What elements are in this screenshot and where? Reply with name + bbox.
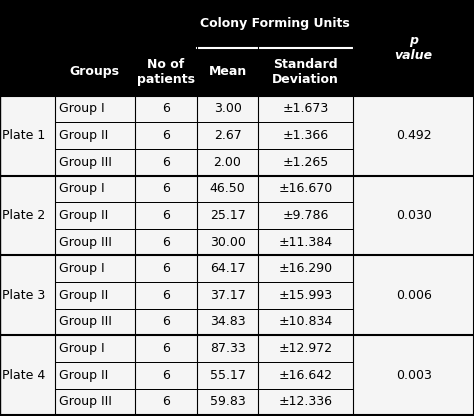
Bar — [55, 176, 353, 202]
Text: ±12.336: ±12.336 — [279, 395, 333, 409]
Text: Group I: Group I — [59, 102, 105, 116]
Text: Group II: Group II — [59, 289, 109, 302]
Bar — [0, 176, 55, 255]
Text: Plate 3: Plate 3 — [2, 289, 46, 302]
Bar — [0, 96, 55, 176]
Text: 59.83: 59.83 — [210, 395, 246, 409]
Text: 46.50: 46.50 — [210, 182, 246, 196]
Bar — [0, 335, 55, 415]
Text: Group III: Group III — [59, 156, 112, 169]
Bar — [55, 122, 353, 149]
Text: Groups: Groups — [70, 65, 120, 78]
Text: ±1.265: ±1.265 — [283, 156, 329, 169]
Text: 6: 6 — [162, 342, 170, 355]
Text: ±11.384: ±11.384 — [279, 235, 333, 249]
Text: 6: 6 — [162, 262, 170, 275]
Text: Group II: Group II — [59, 209, 109, 222]
Text: 6: 6 — [162, 129, 170, 142]
Text: 3.00: 3.00 — [214, 102, 241, 116]
Text: 0.006: 0.006 — [396, 289, 431, 302]
Text: 6: 6 — [162, 395, 170, 409]
Bar — [55, 362, 353, 389]
Bar — [55, 202, 353, 229]
Text: 0.492: 0.492 — [396, 129, 431, 142]
Text: No of
patients: No of patients — [137, 58, 195, 86]
Text: ±16.670: ±16.670 — [279, 182, 333, 196]
Bar — [55, 149, 353, 176]
Text: 6: 6 — [162, 102, 170, 116]
Text: Mean: Mean — [209, 65, 246, 78]
Text: Group I: Group I — [59, 342, 105, 355]
Text: Group III: Group III — [59, 315, 112, 329]
Text: 55.17: 55.17 — [210, 369, 246, 382]
Text: 2.67: 2.67 — [214, 129, 241, 142]
Bar — [55, 229, 353, 255]
Text: 64.17: 64.17 — [210, 262, 246, 275]
Text: 2.00: 2.00 — [214, 156, 241, 169]
Text: 34.83: 34.83 — [210, 315, 246, 329]
Text: Group II: Group II — [59, 369, 109, 382]
Text: 6: 6 — [162, 182, 170, 196]
Text: Standard
Deviation: Standard Deviation — [272, 58, 339, 86]
Text: 6: 6 — [162, 156, 170, 169]
Text: 0.030: 0.030 — [396, 209, 431, 222]
Text: 6: 6 — [162, 209, 170, 222]
Text: ±9.786: ±9.786 — [283, 209, 329, 222]
Text: 25.17: 25.17 — [210, 209, 246, 222]
Bar — [353, 255, 474, 335]
Bar — [0, 0, 474, 48]
Text: 6: 6 — [162, 315, 170, 329]
Text: 37.17: 37.17 — [210, 289, 246, 302]
Text: Group II: Group II — [59, 129, 109, 142]
Text: 6: 6 — [162, 235, 170, 249]
Text: ±16.642: ±16.642 — [279, 369, 333, 382]
Text: ±10.834: ±10.834 — [279, 315, 333, 329]
Bar — [55, 335, 353, 362]
Text: 87.33: 87.33 — [210, 342, 246, 355]
Bar — [55, 282, 353, 309]
Text: Group III: Group III — [59, 395, 112, 409]
Text: Group III: Group III — [59, 235, 112, 249]
Text: ±15.993: ±15.993 — [279, 289, 333, 302]
Bar — [55, 255, 353, 282]
Bar — [353, 96, 474, 176]
Text: Group I: Group I — [59, 182, 105, 196]
Text: Group I: Group I — [59, 262, 105, 275]
Bar — [353, 335, 474, 415]
Text: Plate 2: Plate 2 — [2, 209, 46, 222]
Bar — [55, 309, 353, 335]
Bar — [55, 389, 353, 415]
Text: ±12.972: ±12.972 — [279, 342, 333, 355]
Text: Plate 4: Plate 4 — [2, 369, 46, 382]
Bar — [55, 96, 353, 122]
Text: 30.00: 30.00 — [210, 235, 246, 249]
Text: 0.003: 0.003 — [396, 369, 431, 382]
Text: ±16.290: ±16.290 — [279, 262, 333, 275]
Bar — [353, 176, 474, 255]
Text: 6: 6 — [162, 369, 170, 382]
Text: Colony Forming Units: Colony Forming Units — [200, 17, 350, 30]
Text: 6: 6 — [162, 289, 170, 302]
Bar — [0, 255, 55, 335]
Text: ±1.673: ±1.673 — [283, 102, 329, 116]
Bar — [0, 48, 474, 96]
Text: Plate 1: Plate 1 — [2, 129, 46, 142]
Text: ±1.366: ±1.366 — [283, 129, 329, 142]
Text: p
value: p value — [394, 34, 433, 62]
